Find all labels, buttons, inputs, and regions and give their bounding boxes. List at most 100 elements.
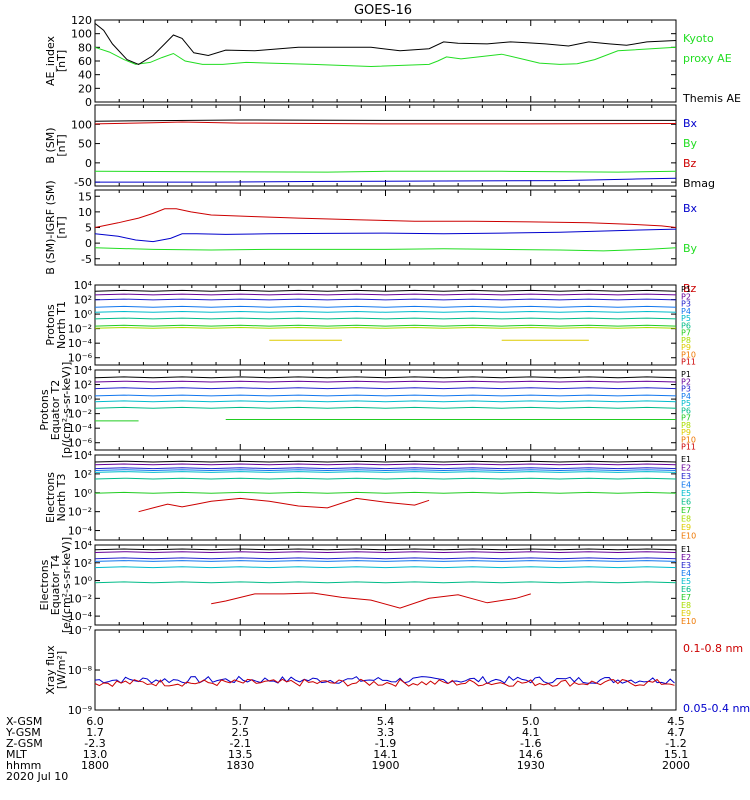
series-line [94, 460, 677, 463]
x-row-label: MLT [6, 748, 27, 761]
legend-entry: P7 [681, 414, 691, 423]
legend-entry: P10 [681, 435, 696, 444]
series-line [94, 228, 677, 243]
legend-entry: E10 [681, 532, 696, 541]
legend-entry: proxy AE [683, 52, 732, 65]
legend-entry: E9 [681, 523, 691, 532]
figure-title: GOES-16 [354, 3, 412, 18]
series-line [94, 566, 677, 569]
panel-frame [94, 104, 677, 187]
legend-entry: 0.05-0.4 nm [683, 702, 750, 715]
y-axis-label: [nT] [55, 134, 68, 156]
series-line [94, 560, 677, 562]
y-tick-label: 10⁻⁹ [68, 704, 92, 717]
legend-entry: By [683, 242, 698, 255]
y-tick-label: 10⁴ [74, 449, 93, 462]
legend-entry: P3 [681, 300, 691, 309]
x-row-value: 2000 [662, 759, 690, 772]
legend-entry: E1 [681, 455, 691, 464]
y-tick-label: -5 [81, 253, 92, 266]
series-line [94, 289, 677, 292]
legend-entry: E6 [681, 585, 691, 594]
series-line [94, 675, 675, 685]
series-line [95, 177, 677, 183]
series-line [94, 394, 677, 397]
legend-entry: Themis AE [682, 92, 741, 105]
series-line [94, 298, 677, 301]
series-line [94, 471, 677, 473]
legend-entry: E7 [681, 506, 691, 515]
y-axis-label: Protons [38, 389, 51, 430]
legend-entry: E2 [681, 553, 691, 562]
y-tick-label: 100 [71, 28, 92, 41]
y-axis-label: Equator T2 [49, 380, 62, 440]
series-line [94, 170, 677, 173]
series-line [94, 548, 677, 551]
legend-entry: E5 [681, 577, 691, 586]
legend-entry: P6 [681, 406, 691, 415]
series-line [94, 581, 677, 584]
x-row-value: 5.0 [522, 715, 540, 728]
x-row-value: 5.4 [377, 715, 395, 728]
legend-entry: P9 [681, 428, 691, 437]
legend-entry: P4 [681, 307, 691, 316]
y-tick-label: -50 [74, 176, 92, 189]
y-tick-label: 20 [78, 82, 92, 95]
series-line [94, 400, 677, 403]
x-row-label: Z-GSM [6, 737, 43, 750]
y-tick-label: 10 [78, 206, 92, 219]
legend-entry: E8 [681, 515, 691, 524]
legend-entry: E4 [681, 569, 691, 578]
legend-entry: E2 [681, 464, 691, 473]
legend-entry: E9 [681, 609, 691, 618]
y-tick-label: 5 [85, 222, 92, 235]
y-tick-label: 10⁻² [68, 506, 92, 519]
x-row-value: 4.7 [667, 726, 685, 739]
panel-frame [94, 629, 677, 711]
series-line [94, 208, 677, 228]
panel-frame [94, 189, 677, 266]
y-tick-label: 10⁻⁴ [68, 422, 93, 435]
x-row-value: 6.0 [86, 715, 104, 728]
y-tick-label: 10⁻² [68, 323, 92, 336]
legend-entry: P5 [681, 399, 691, 408]
y-tick-label: 50 [78, 138, 92, 151]
x-row-value: 14.6 [519, 748, 544, 761]
y-tick-label: 15 [78, 190, 92, 203]
y-tick-label: 10² [74, 557, 92, 570]
y-tick-label: 10⁻⁴ [68, 525, 93, 538]
x-row-value: 1900 [372, 759, 400, 772]
y-axis-label: Equator T4 [49, 555, 62, 615]
y-tick-label: 10⁴ [74, 279, 93, 292]
y-axis-label: Electrons [38, 559, 51, 610]
legend-entry: Kyoto [683, 32, 714, 45]
y-tick-label: 10⁰ [74, 308, 93, 321]
legend-entry: P2 [681, 377, 691, 386]
panel-3: -5 0 5 10 15 B (SM)-IGRF (SM)[nT] Bx By Bz [44, 180, 698, 295]
series-line [94, 310, 677, 313]
legend-entry: Bz [683, 157, 697, 170]
series-line [94, 376, 677, 379]
series-line [94, 463, 677, 466]
legend-entry: P9 [681, 343, 691, 352]
series-line [211, 592, 531, 609]
series-line [94, 551, 677, 554]
legend-entry: P2 [681, 292, 691, 301]
y-tick-label: 10⁴ [74, 539, 93, 552]
x-row-value: 1.7 [86, 726, 104, 739]
series-line [94, 387, 677, 390]
series-line [94, 121, 677, 125]
y-axis-label: Protons [44, 304, 57, 345]
legend-entry: E8 [681, 601, 691, 610]
legend-entry: P1 [681, 285, 691, 294]
legend-entry: Bx [683, 202, 698, 215]
y-tick-label: 0 [85, 96, 92, 109]
y-axis-label: B (SM)-IGRF (SM) [44, 180, 57, 274]
series-line [94, 305, 677, 308]
series-line [94, 406, 677, 409]
y-axis-label: [p/(cm²-s-sr-keV)] [60, 362, 73, 459]
y-tick-label: 40 [78, 69, 92, 82]
